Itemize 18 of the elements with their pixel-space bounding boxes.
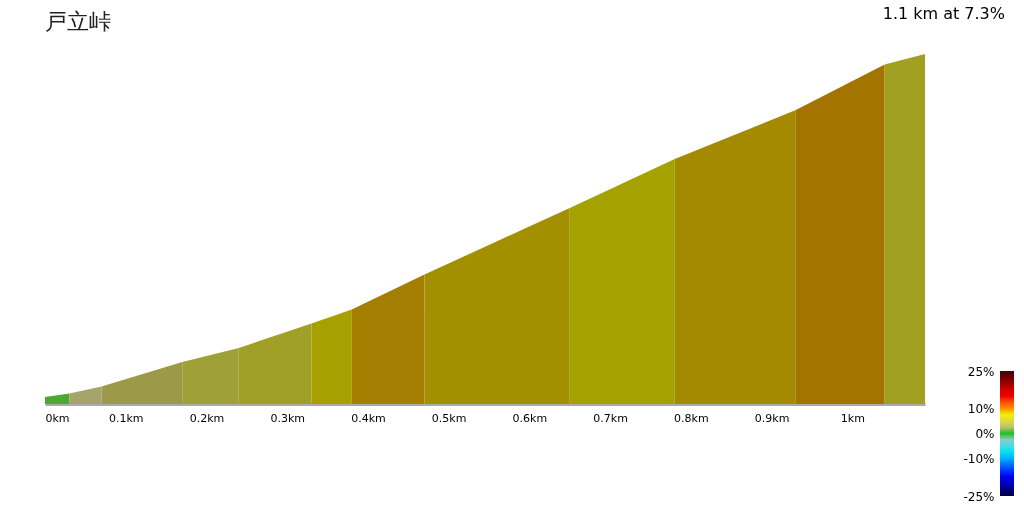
x-tick-label: 0km	[45, 411, 70, 425]
x-tick-label: 0.6km	[512, 411, 548, 425]
x-tick-label: 0.7km	[593, 411, 628, 425]
color-bar-label: -10%	[963, 452, 995, 466]
x-tick-label: 0.9km	[754, 411, 790, 425]
x-tick-label: 0.2km	[189, 411, 225, 425]
chart-title: 戸立峠	[45, 9, 111, 34]
x-tick-label: 0.4km	[351, 411, 386, 425]
x-tick-label: 0.8km	[674, 411, 709, 425]
color-bar-label: -25%	[963, 489, 995, 504]
color-bar-label: 0%	[975, 427, 995, 441]
x-tick-label: 0.3km	[270, 411, 305, 425]
color-bar-label: 25%	[967, 364, 995, 379]
x-tick-label: 0.5km	[431, 411, 467, 425]
text: 1.1 km at 7.3%	[882, 4, 1005, 23]
x-tick-label: 0.1km	[108, 411, 144, 425]
x-tick-label: 1km	[840, 411, 865, 425]
color-bar-label: 10%	[967, 402, 995, 416]
